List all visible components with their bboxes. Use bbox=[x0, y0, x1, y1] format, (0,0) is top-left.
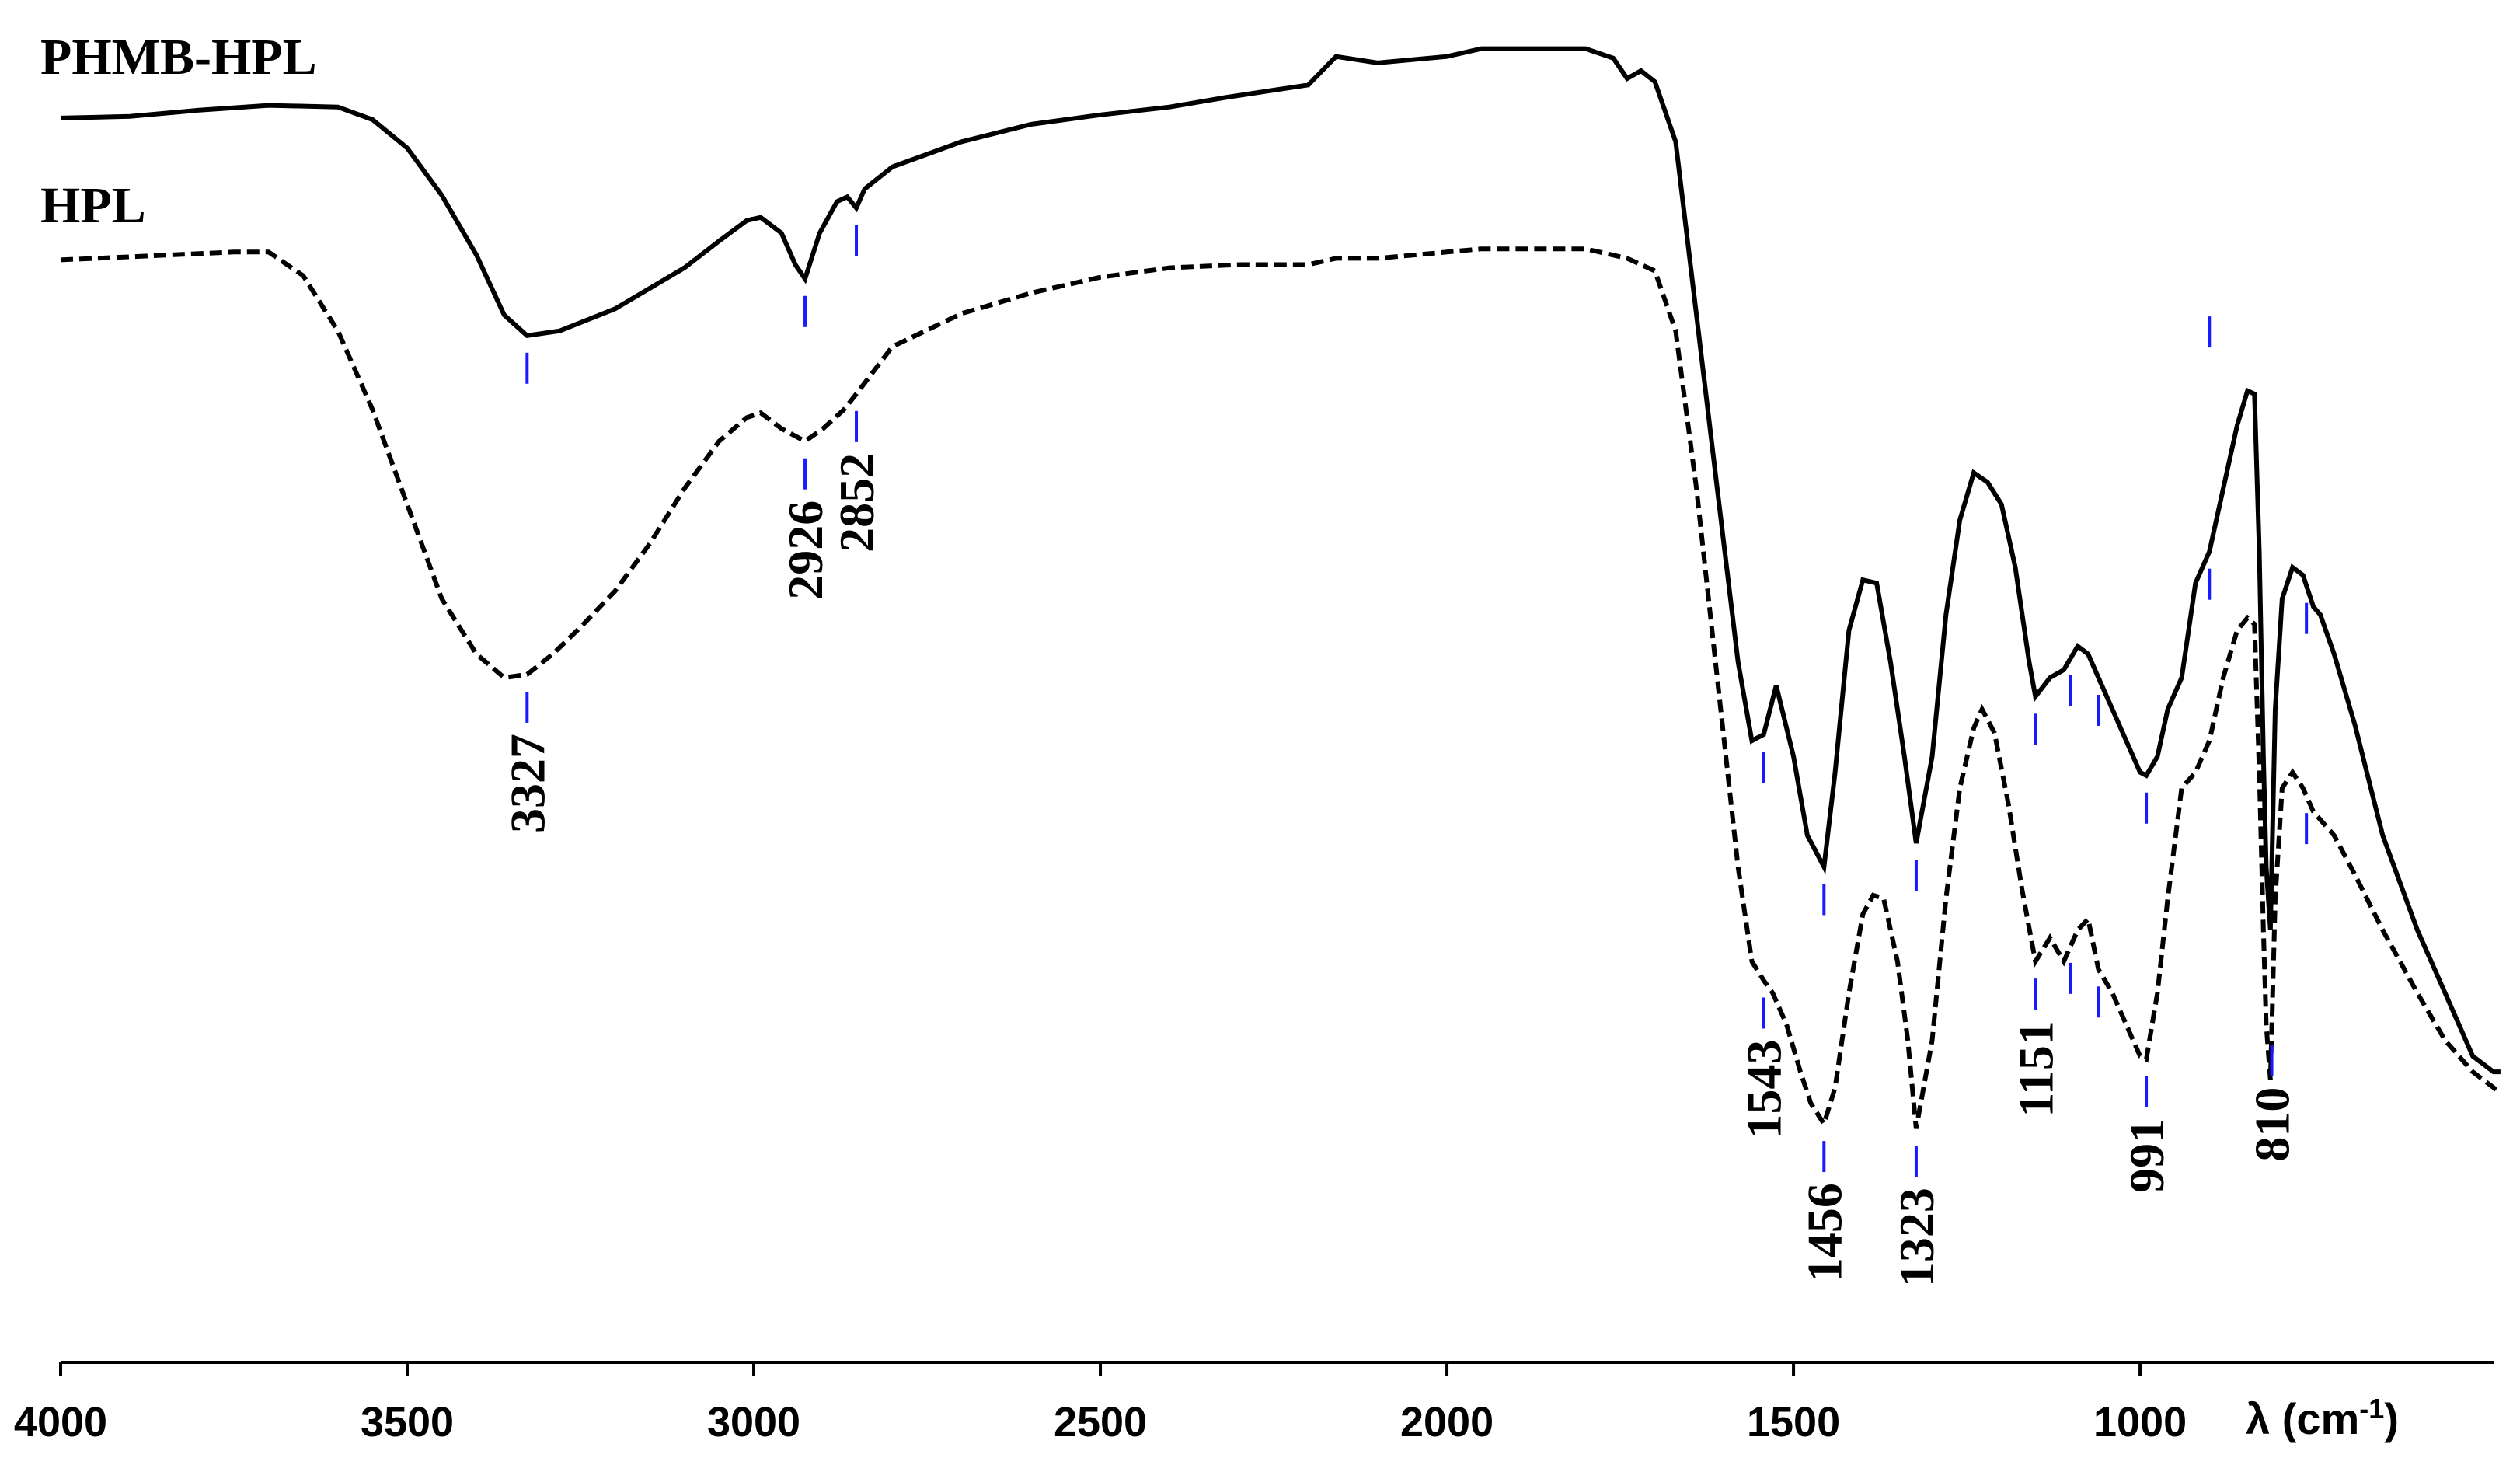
peak-markers bbox=[525, 225, 2309, 1177]
x-tick-label: 3500 bbox=[361, 1399, 454, 1446]
peak-label: 1456 bbox=[1797, 1183, 1852, 1282]
x-tick-label: 2500 bbox=[1054, 1399, 1147, 1446]
x-axis-title-close: ) bbox=[2384, 1394, 2399, 1443]
x-axis-title: λ (cm-1) bbox=[2246, 1393, 2399, 1444]
x-axis-title-sup: -1 bbox=[2359, 1393, 2384, 1425]
peak-label: 1323 bbox=[1889, 1188, 1944, 1287]
series-line-phmb-hpl bbox=[60, 46, 2501, 1075]
x-axis-ticks: 4000 3500 3000 2500 2000 1500 1000 bbox=[14, 1362, 2187, 1446]
peak-label: 2852 bbox=[829, 453, 884, 553]
peak-label: 2926 bbox=[778, 501, 833, 600]
peak-label: 810 bbox=[2245, 1087, 2300, 1162]
x-tick-label: 1000 bbox=[2093, 1399, 2187, 1446]
x-axis-title-text: λ (cm bbox=[2246, 1394, 2359, 1443]
x-tick-label: 4000 bbox=[14, 1399, 107, 1446]
peak-label: 1543 bbox=[1737, 1039, 1792, 1139]
series-label-phmb-hpl: PHMB-HPL bbox=[40, 29, 317, 85]
x-tick-label: 3000 bbox=[707, 1399, 800, 1446]
peak-label: 1151 bbox=[2008, 1020, 2063, 1117]
series-line-hpl bbox=[60, 246, 2502, 1130]
x-tick-label: 2000 bbox=[1400, 1399, 1494, 1446]
x-tick-label: 1500 bbox=[1747, 1399, 1840, 1446]
peak-label: 3327 bbox=[500, 734, 555, 833]
series-label-hpl: HPL bbox=[40, 177, 146, 234]
peak-label: 991 bbox=[2119, 1118, 2174, 1193]
